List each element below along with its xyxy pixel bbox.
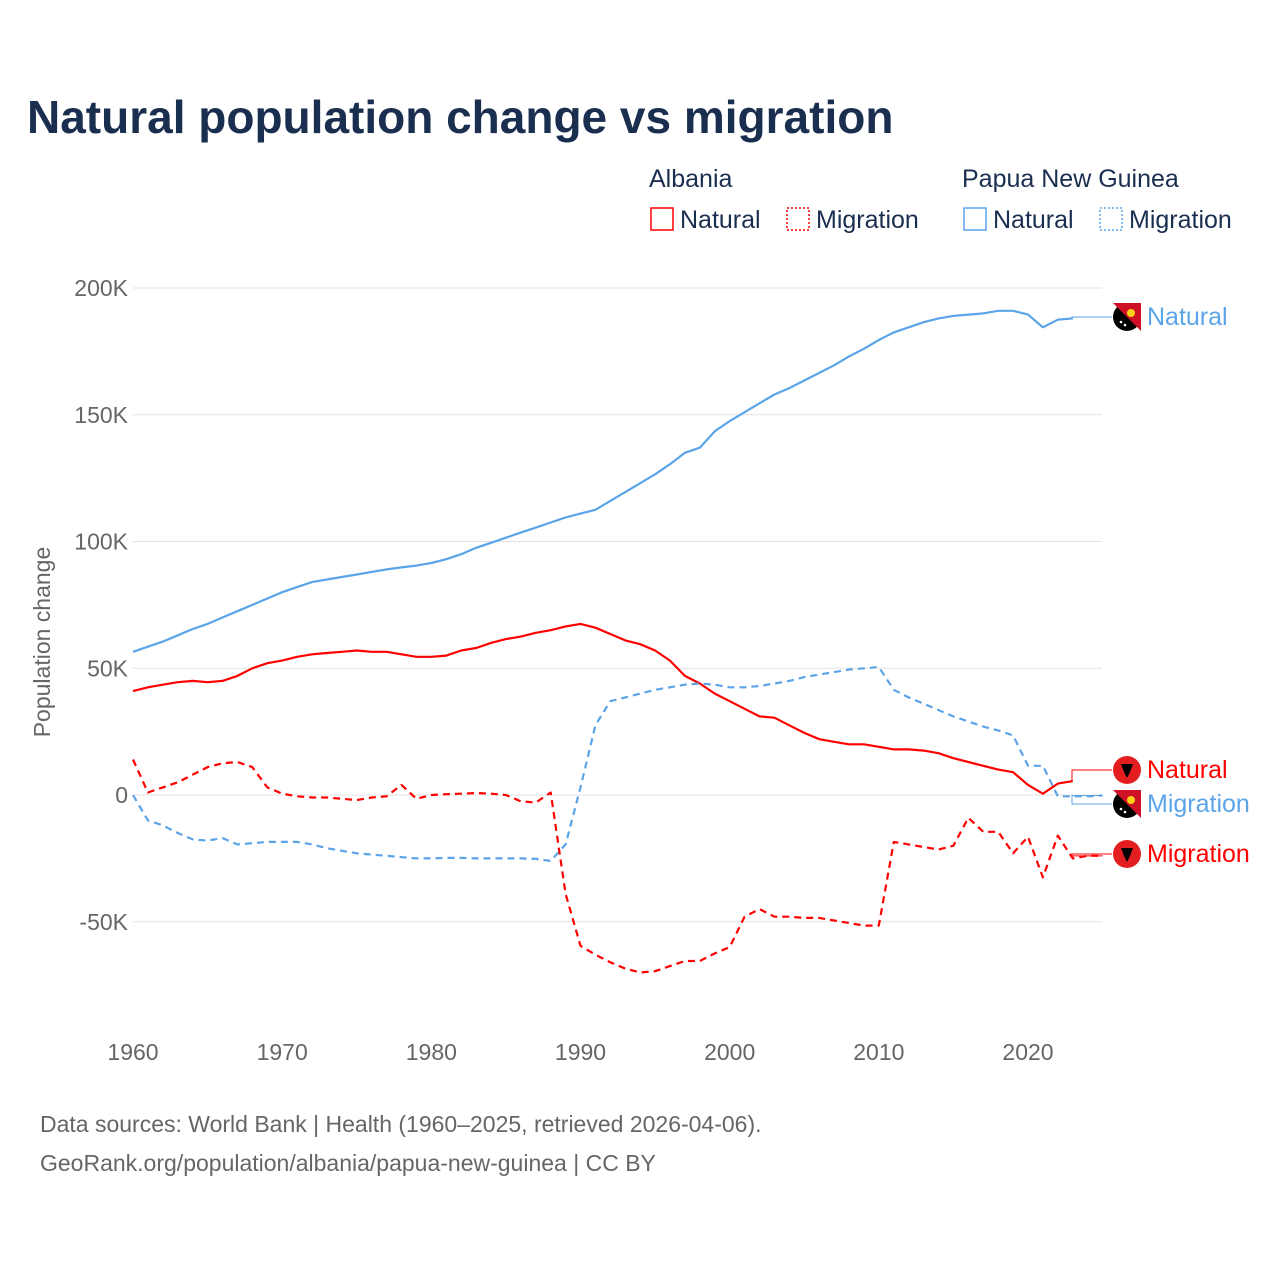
series-line <box>131 759 1103 974</box>
x-tick-label: 1990 <box>555 1039 606 1065</box>
legend: Albania Natural Migration Papua New Guin… <box>649 165 1232 234</box>
papua-new-guinea-flag-icon <box>1113 790 1141 818</box>
legend-group-title: Albania <box>649 165 732 193</box>
end-label: Natural <box>1147 303 1228 331</box>
chart-title: Natural population change vs migration <box>27 91 893 143</box>
label-connector <box>1071 853 1112 857</box>
end-labels: Natural Natural Migration Migration <box>1071 303 1250 868</box>
x-tick-label: 1960 <box>107 1039 158 1065</box>
x-tick-label: 2020 <box>1002 1039 1053 1065</box>
x-tick-label: 1980 <box>406 1039 457 1065</box>
series-line <box>132 665 1103 862</box>
y-axis-label: Population change <box>29 547 55 738</box>
y-tick-label: 50K <box>87 655 129 681</box>
x-tick-label: 2000 <box>704 1039 755 1065</box>
y-tick-label: 0 <box>115 782 128 808</box>
source-note: Data sources: World Bank | Health (1960–… <box>40 1111 762 1137</box>
legend-item[interactable]: Migration <box>1129 206 1232 234</box>
series-line <box>132 622 1073 795</box>
legend-swatch <box>1099 207 1123 231</box>
x-tick-label: 1970 <box>257 1039 308 1065</box>
legend-item[interactable]: Natural <box>993 206 1074 234</box>
papua-new-guinea-flag-icon <box>1113 303 1141 331</box>
series <box>131 309 1103 974</box>
legend-item[interactable]: Natural <box>680 206 761 234</box>
grid: 200K 150K 100K 50K 0 -50K 1960 1970 1980 1990 2000… <box>74 275 1102 1065</box>
y-tick-label: -50K <box>79 909 128 935</box>
end-label: Migration <box>1147 840 1250 868</box>
y-tick-label: 150K <box>74 402 128 428</box>
y-tick-label: 200K <box>74 275 128 301</box>
albania-flag-icon <box>1113 840 1141 868</box>
label-connector <box>1071 795 1112 805</box>
y-tick-label: 100K <box>74 529 128 555</box>
legend-group-title: Papua New Guinea <box>962 165 1179 193</box>
x-tick-label: 2010 <box>853 1039 904 1065</box>
legend-swatch <box>650 207 674 231</box>
legend-swatch <box>786 207 810 231</box>
end-label: Migration <box>1147 790 1250 818</box>
albania-flag-icon <box>1113 756 1141 784</box>
label-connector <box>1071 316 1112 319</box>
label-connector <box>1071 769 1112 782</box>
source-url[interactable]: GeoRank.org/population/albania/papua-new… <box>40 1150 656 1176</box>
legend-item[interactable]: Migration <box>816 206 919 234</box>
series-line <box>132 309 1073 653</box>
legend-swatch <box>963 207 987 231</box>
end-label: Natural <box>1147 756 1228 784</box>
